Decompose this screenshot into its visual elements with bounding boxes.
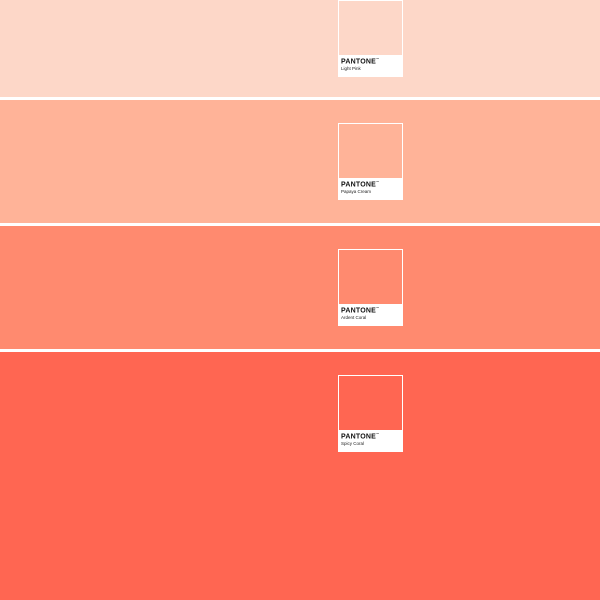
swatch-card: PANTONE™ Ardent Coral [338, 249, 403, 326]
brand-label: PANTONE™ [341, 306, 380, 315]
swatch-card: PANTONE™ Spicy Coral [338, 375, 403, 452]
band-ardent-coral [0, 226, 600, 349]
color-chip [339, 1, 402, 55]
band-papaya-cream [0, 100, 600, 223]
brand-label: PANTONE™ [341, 57, 380, 66]
color-name: Light Pink [341, 66, 361, 72]
swatch-card: PANTONE™ Papaya Cream [338, 123, 403, 200]
band-light-pink [0, 0, 600, 97]
brand-label: PANTONE™ [341, 180, 380, 189]
color-chip [339, 124, 402, 178]
color-name: Ardent Coral [341, 315, 367, 321]
band-spicy-coral [0, 352, 600, 600]
swatch-card: PANTONE™ Light Pink [338, 0, 403, 77]
color-chip [339, 376, 402, 430]
brand-label: PANTONE™ [341, 432, 380, 441]
color-name: Papaya Cream [341, 189, 372, 195]
color-chip [339, 250, 402, 304]
color-name: Spicy Coral [341, 441, 365, 447]
